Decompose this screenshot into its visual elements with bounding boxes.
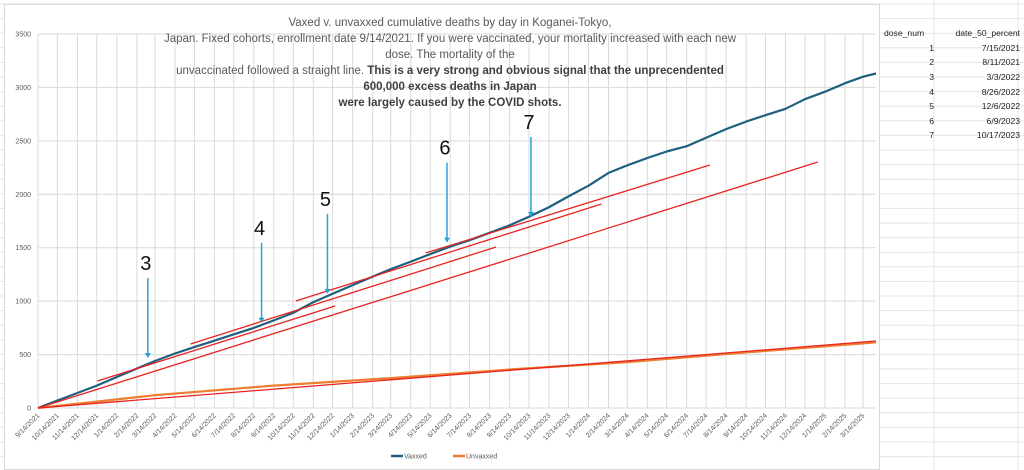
table-row: 6 6/9/2023 <box>884 114 1020 129</box>
y-tick-label: 1500 <box>15 245 31 252</box>
y-tick-label: 3000 <box>15 85 31 92</box>
cell-date[interactable]: 8/11/2021 <box>982 57 1020 68</box>
title-line-1: Vaxed v. unvaxxed cumulative deaths by d… <box>288 17 612 29</box>
dose-label: 4 <box>254 218 265 240</box>
table-row: 2 8/11/2021 <box>884 55 1020 70</box>
y-tick-label: 2500 <box>15 138 31 145</box>
cell-date[interactable]: 10/17/2023 <box>976 130 1020 141</box>
cell-dose[interactable]: 7 <box>929 130 934 141</box>
dose-label: 6 <box>439 138 450 160</box>
trend-line <box>97 305 336 382</box>
y-tick-label: 500 <box>19 352 31 359</box>
cell-date[interactable]: 8/26/2022 <box>981 86 1020 97</box>
cell-date[interactable]: 6/9/2023 <box>986 115 1020 126</box>
cell-dose[interactable]: 6 <box>929 115 934 126</box>
cell-dose[interactable]: 2 <box>929 57 934 68</box>
chart-plot: 9/14/202110/14/202111/14/202112/14/20211… <box>14 32 877 461</box>
arrowhead-icon <box>258 317 265 323</box>
title-line-4-bold: were largely caused by the COVID shots. <box>338 97 562 109</box>
dose-label: 3 <box>140 253 151 275</box>
dose-label: 5 <box>320 189 331 211</box>
series-line-unvaxxed <box>37 341 877 410</box>
legend-label-vaxxed: Vaxxed <box>404 454 427 461</box>
arrowhead-icon <box>324 288 331 294</box>
table-row: 1 7/15/2021 <box>884 41 1020 56</box>
series-line-vaxxed <box>37 72 877 410</box>
cell-dose[interactable]: 1 <box>929 42 934 53</box>
trend-line <box>37 340 877 409</box>
table-row: 5 12/6/2022 <box>884 99 1020 114</box>
dose-label: 7 <box>523 112 534 134</box>
arrowhead-icon <box>144 353 151 359</box>
trend-line <box>37 161 819 409</box>
trend-line <box>190 246 497 345</box>
header-date-50-percent[interactable]: date_50_percent <box>955 28 1020 39</box>
cell-dose[interactable]: 3 <box>929 72 934 83</box>
arrowhead-icon <box>443 237 450 243</box>
table-header: dose_num date_50_percent <box>884 26 1020 41</box>
trend-line <box>425 164 711 254</box>
cell-dose[interactable]: 5 <box>929 101 934 112</box>
cell-date[interactable]: 12/6/2022 <box>981 101 1020 112</box>
table-row: 3 3/3/2022 <box>884 70 1020 85</box>
chart-area[interactable]: 9/14/2021 10/14/2021 11/14/2021 12/14/2021 1… <box>4 4 880 470</box>
cell-date[interactable]: 3/3/2022 <box>986 72 1020 83</box>
header-dose-num[interactable]: dose_num <box>884 28 925 39</box>
trend-line <box>295 203 602 302</box>
table-row: 7 10/17/2023 <box>884 128 1020 143</box>
y-tick-label: 1000 <box>15 299 31 306</box>
y-tick-label: 2000 <box>15 192 31 199</box>
dose-table: dose_num date_50_percent 1 7/15/2021 2 8/1… <box>884 26 1020 143</box>
y-tick-label: 3500 <box>15 32 31 39</box>
legend-label-unvaxxed: Unvaxxed <box>466 454 497 461</box>
chart-title: Vaxed v. unvaxxed cumulative deaths by d… <box>155 15 745 111</box>
table-row: 4 8/26/2022 <box>884 84 1020 99</box>
title-line-3-bold: This is a very strong and obvious signal… <box>363 65 724 93</box>
title-line-2: Japan. Fixed cohorts, enrollment date 9/… <box>163 33 737 61</box>
cell-dose[interactable]: 4 <box>929 86 934 97</box>
cell-date[interactable]: 7/15/2021 <box>981 42 1020 53</box>
title-line-3: unvaccinated followed a straight line. <box>176 65 368 77</box>
arrowhead-icon <box>527 212 534 217</box>
y-tick-label: 0 <box>27 406 31 413</box>
